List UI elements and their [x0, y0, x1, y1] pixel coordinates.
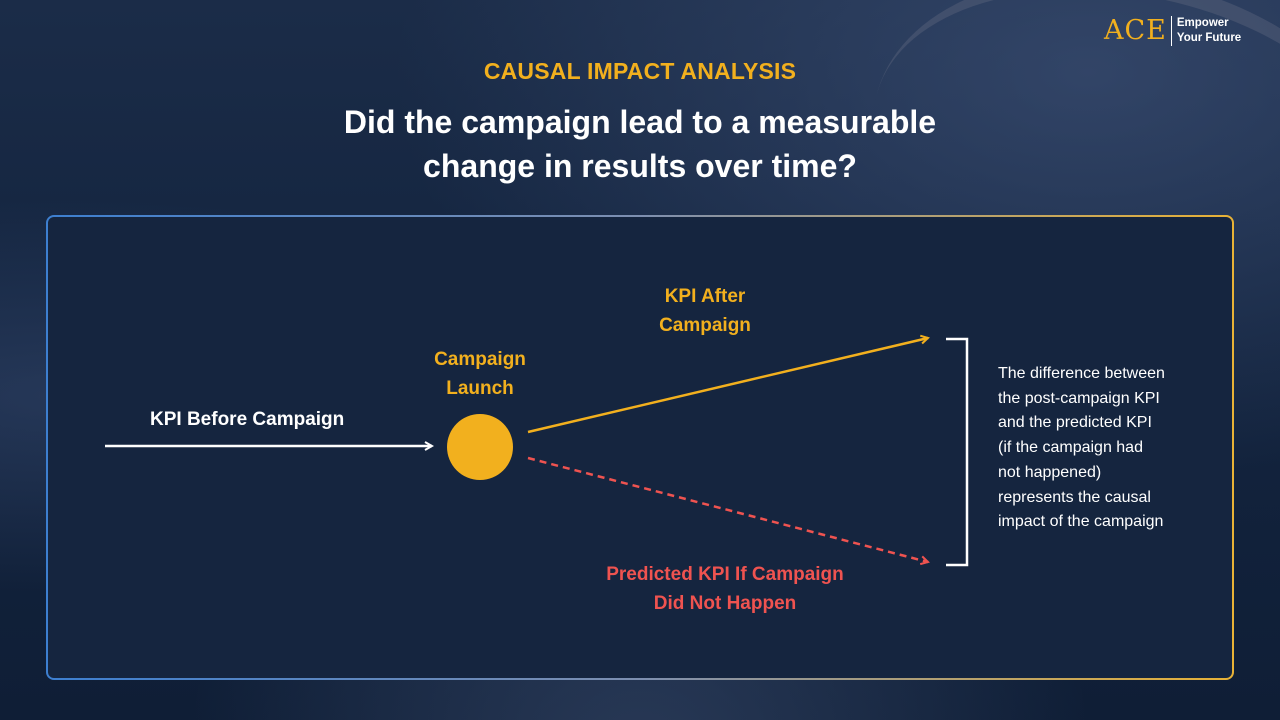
kpi-before-label: KPI Before Campaign — [150, 409, 345, 430]
kpi-after-line-2: Campaign — [659, 315, 751, 336]
ace-logo: ACE Empower Your Future — [1104, 14, 1241, 48]
description-line-4: (if the campaign had — [998, 439, 1143, 457]
description-line-3: and the predicted KPI — [998, 414, 1152, 432]
difference-bracket — [946, 337, 969, 567]
logo-divider — [1170, 16, 1172, 46]
kpi-after-arrow — [527, 338, 928, 434]
description-line-7: impact of the campaign — [998, 513, 1164, 531]
campaign-launch-node — [447, 414, 513, 480]
diagram-panel-inner — [48, 217, 1232, 678]
diagram-panel — [46, 215, 1234, 680]
logo-tagline-line-1: Empower — [1176, 17, 1229, 29]
logo-tagline-line-2: Your Future — [1176, 32, 1242, 44]
description-line-2: the post-campaign KPI — [998, 389, 1160, 407]
page-title: Did the campaign lead to a measurable ch… — [343, 104, 937, 184]
predicted-kpi-line-2: Did Not Happen — [653, 593, 797, 614]
campaign-launch-line-1: Campaign — [434, 349, 526, 370]
predicted-kpi-arrow — [527, 456, 928, 562]
section-eyebrow: CAUSAL IMPACT ANALYSIS — [483, 58, 797, 84]
kpi-after-label: KPI After Campaign — [620, 282, 790, 340]
description-line-1: The difference between — [998, 365, 1165, 382]
logo-tagline: Empower Your Future — [1177, 16, 1241, 46]
causal-impact-description: The difference between the post-campaign… — [998, 362, 1198, 535]
campaign-launch-line-2: Launch — [446, 378, 514, 399]
predicted-kpi-line-1: Predicted KPI If Campaign — [606, 564, 844, 585]
campaign-launch-label: Campaign Launch — [410, 345, 550, 403]
description-line-5: not happened) — [998, 463, 1102, 481]
logo-mark: ACE — [1104, 15, 1167, 46]
predicted-kpi-label: Predicted KPI If Campaign Did Not Happen — [560, 560, 890, 618]
description-line-6: represents the causal — [998, 488, 1151, 506]
kpi-after-line-1: KPI After — [664, 286, 746, 307]
